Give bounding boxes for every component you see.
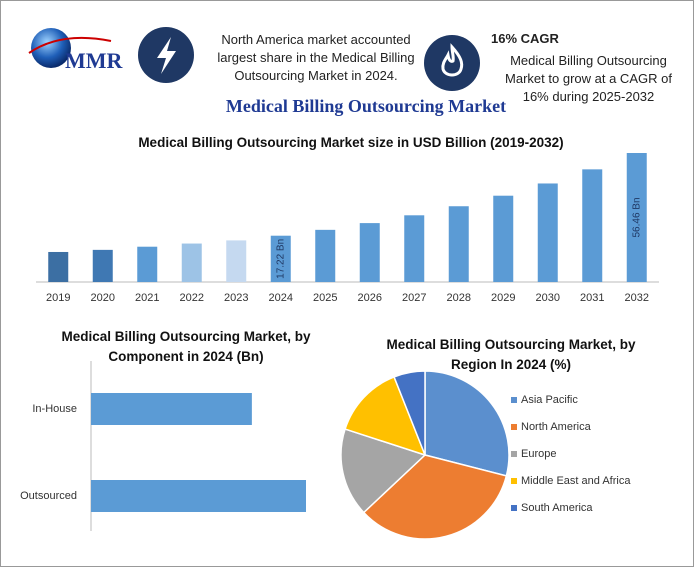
- bar: [181, 243, 202, 282]
- x-tick-label: 2020: [91, 292, 115, 304]
- pie-slice: [393, 370, 426, 456]
- x-tick-label: 2027: [402, 292, 426, 304]
- bar: [91, 393, 252, 425]
- x-tick-label: 2028: [447, 292, 471, 304]
- bar: [137, 246, 158, 282]
- legend-swatch: [511, 478, 517, 484]
- bar: [537, 183, 558, 282]
- legend-label: North America: [521, 421, 592, 433]
- bar: [359, 223, 380, 282]
- x-tick-label: 2031: [580, 292, 604, 304]
- x-tick-label: 2022: [180, 292, 204, 304]
- bar: [270, 235, 291, 282]
- legend-swatch: [511, 397, 517, 403]
- bar: [626, 153, 647, 282]
- chart-title: Medical Billing Outsourcing Market, by C…: [61, 329, 311, 364]
- legend-label: Asia Pacific: [521, 394, 578, 406]
- pie-slice: [340, 428, 427, 514]
- bar: [448, 206, 469, 282]
- logo-swoosh: [28, 36, 112, 54]
- flame-shape: [441, 43, 464, 77]
- bar: [48, 251, 69, 282]
- x-tick-label: 2023: [224, 292, 248, 304]
- bar: [226, 240, 247, 282]
- x-tick-label: 2019: [46, 292, 70, 304]
- cagr-text: Medical Billing Outsourcing Market to gr…: [505, 53, 672, 104]
- flame-icon: [424, 35, 480, 91]
- x-tick-label: 2030: [536, 292, 560, 304]
- pie-slice: [424, 370, 510, 477]
- bar: [404, 215, 425, 282]
- value-label: 17.22 Bn: [275, 239, 286, 279]
- main-title: Medical Billing Outsourcing Market: [225, 96, 507, 116]
- bar: [92, 249, 113, 282]
- share-text: North America market accounted largest s…: [217, 32, 415, 83]
- y-tick-label: Outsourced: [20, 490, 77, 502]
- bar: [493, 195, 514, 282]
- legend-label: Middle East and Africa: [521, 475, 631, 487]
- x-tick-label: 2025: [313, 292, 337, 304]
- legend-swatch: [511, 424, 517, 430]
- x-tick-label: 2024: [269, 292, 293, 304]
- y-tick-label: In-House: [32, 403, 77, 415]
- cagr-title: 16% CAGR: [491, 31, 559, 46]
- chart-title: Medical Billing Outsourcing Market, by R…: [386, 337, 636, 372]
- legend-label: South America: [521, 502, 593, 514]
- legend-swatch: [511, 505, 517, 511]
- pie-slice: [362, 454, 508, 540]
- bar: [315, 229, 336, 282]
- legend-label: Europe: [521, 448, 556, 460]
- x-tick-label: 2026: [358, 292, 382, 304]
- logo-globe: [31, 28, 71, 68]
- bolt-shape: [157, 37, 176, 74]
- pie-slice: [344, 375, 427, 457]
- bar: [582, 169, 603, 282]
- x-tick-label: 2032: [625, 292, 649, 304]
- legend-swatch: [511, 451, 517, 457]
- value-label: 56.46 Bn: [631, 197, 642, 237]
- x-tick-label: 2021: [135, 292, 159, 304]
- x-tick-label: 2029: [491, 292, 515, 304]
- bar: [91, 480, 306, 512]
- logo-text: MMR: [65, 48, 124, 73]
- chart-title: Medical Billing Outsourcing Market size …: [138, 135, 564, 150]
